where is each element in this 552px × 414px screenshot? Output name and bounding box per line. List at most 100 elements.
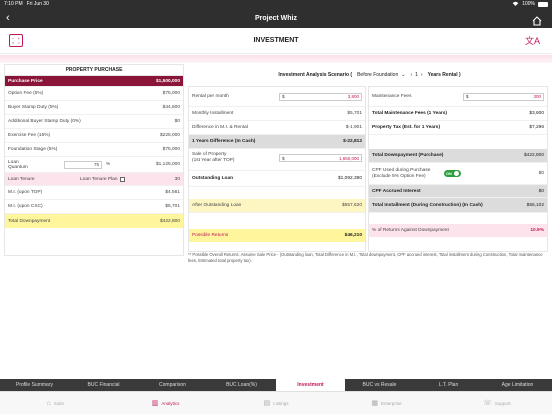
tab-comparison[interactable]: Comparison (159, 382, 186, 388)
total-maintenance-label: Total Maintenance Fees (1 Years) (372, 111, 448, 116)
tab-buc-financial[interactable]: BUC Financial (87, 382, 120, 388)
purchase-price-row[interactable]: Purchase Price $1,500,000 (5, 76, 183, 87)
tab-buc-loan[interactable]: BUC Loan(%) (226, 382, 257, 388)
chevron-left-icon: ‹ (410, 72, 413, 78)
bottom-nav-enterprise[interactable]: ▦ Enterprise (331, 392, 441, 414)
foundation-stage-label: Foundation Stage (5%) (8, 147, 58, 152)
years-dropdown[interactable]: ‹ 1 › (410, 72, 422, 78)
returns-pct-row: % of Returns Against Downpayment 10.9% (369, 224, 547, 237)
total-installment-row: Total Installment (During Construction) … (369, 198, 547, 213)
sale-label-group: Sale of Property (1st Year after TOP) (192, 152, 279, 164)
buyer-stamp-duty-value: $44,600 (162, 105, 180, 110)
property-purchase-panel: PROPERTY PURCHASE Purchase Price $1,500,… (4, 64, 184, 256)
page-header: − + × = INVESTMENT 文A (0, 28, 552, 54)
absd-label: Additional Buyer Stamp Duty (0%) (8, 119, 81, 124)
back-icon[interactable]: ‹ (6, 12, 10, 24)
bottom-nav-support[interactable]: ☏ Support (442, 392, 552, 414)
maintenance-label: Maintenance Fees (372, 94, 412, 99)
rental-currency: $ (281, 94, 285, 99)
possible-returns-label: Possible Returns (192, 233, 229, 238)
total-installment-label: Total Installment (During Construction) … (372, 202, 483, 208)
option-fee-value: $75,000 (162, 91, 180, 96)
bottom-nav-listings[interactable]: ▤ Listings (221, 392, 331, 414)
home-icon[interactable] (532, 13, 542, 26)
property-tax-row: Property Tax (Est. for 1 Years) $7,296 (369, 121, 547, 135)
tab-lt-plan[interactable]: L.T. Plan (438, 382, 459, 388)
purchase-price-label: Purchase Price (8, 78, 43, 84)
total-downpayment-purchase-row: Total Downpayment (Purchase) $422,800 (369, 149, 547, 163)
buyer-stamp-duty-label: Buyer Stamp Duty (5%) (8, 105, 59, 110)
tab-investment[interactable]: Investment (276, 379, 345, 391)
spacer (369, 135, 547, 149)
stage-value: Before Foundation (357, 72, 399, 78)
loan-quantum-value: $1,125,000 (155, 162, 180, 167)
returns-pct-label: % of Returns Against Downpayment (372, 228, 449, 233)
maintenance-value: 300 (533, 94, 541, 99)
support-icon: ☏ (483, 400, 492, 407)
foundation-stage-row: Foundation Stage (5%) $75,000 (5, 143, 183, 157)
monthly-installment-label: Monthly Installment (192, 111, 234, 116)
translate-icon[interactable]: 文A (524, 36, 540, 46)
loan-quantum-input[interactable]: 75 (64, 160, 102, 169)
bottom-nav-listings-label: Listings (273, 400, 289, 406)
total-maintenance-row: Total Maintenance Fees (1 Years) $3,600 (369, 107, 547, 121)
purchase-price-value: $1,500,000 (155, 78, 180, 84)
listings-icon: ▤ (263, 400, 271, 407)
app-title: Project Whiz (254, 14, 297, 22)
property-purchase-heading: PROPERTY PURCHASE (5, 65, 183, 76)
toggle-knob (453, 171, 459, 176)
stage-dropdown[interactable]: Before Foundation ⌄ (357, 72, 405, 78)
diff-mi-rental-label: Difference in M.I. & Rental (192, 125, 248, 130)
tab-buc-vs-resale[interactable]: BUC vs Resale (362, 382, 397, 388)
analytics-icon: ▥ (151, 400, 159, 407)
maintenance-input[interactable]: $ 300 (462, 92, 544, 101)
sale-label: Sale of Property (192, 152, 227, 157)
rental-input[interactable]: $ 3,800 (278, 92, 362, 101)
loan-tenure-value[interactable]: 30 (174, 176, 180, 182)
cpf-interest-value: $0 (538, 188, 544, 194)
scenario-selector: Investment Analysis Scenario ( Before Fo… (188, 67, 551, 83)
home-icon: ⌂ (46, 399, 51, 407)
sale-input[interactable]: $ 1,650,000 (278, 154, 362, 162)
bottom-nav-analytics-label: Analytics (161, 400, 180, 406)
option-fee-label: Option Fee (5%) (8, 91, 44, 96)
cpf-used-row: CPF Used during Purchase (Exclude 5% Opt… (369, 163, 547, 185)
sale-sublabel: (1st Year after TOP) (192, 158, 235, 163)
total-downpayment-purchase-label: Total Downpayment (Purchase) (372, 153, 444, 158)
diff-mi-rental-row: Difference in M.I. & Rental $-1,901 (189, 121, 365, 135)
bottom-nav-analytics[interactable]: ▥ Analytics (110, 392, 220, 414)
total-downpayment-value: $422,800 (159, 218, 180, 224)
bottom-nav-suite[interactable]: ⌂ Suite (0, 392, 110, 414)
spacer (369, 213, 547, 224)
scenario-suffix: Years Rental ) (427, 72, 461, 78)
calculator-icon[interactable]: − + × = (9, 34, 23, 47)
costs-panel: Maintenance Fees $ 300 Total Maintenance… (368, 86, 548, 252)
rental-analysis-panel: Rental per month $ 3,800 Monthly Install… (188, 86, 366, 252)
mi-top-row: M.I. (upon TOP) $4,561 (5, 186, 183, 200)
bottom-nav-support-label: Support (494, 400, 511, 406)
enterprise-icon: ▦ (371, 400, 378, 407)
tab-age-limitation[interactable]: Age Limitation (501, 382, 534, 388)
bottom-nav-enterprise-label: Enterprise (380, 400, 402, 406)
maintenance-row: Maintenance Fees $ 300 (369, 87, 547, 107)
status-date: Fri Jun 30 (26, 1, 49, 7)
outstanding-loan-value: $1,092,380 (337, 176, 362, 181)
nav-bar: ‹ Project Whiz (0, 8, 552, 28)
tab-profile-summary[interactable]: Profile Summary (16, 382, 53, 388)
loan-tenure-plan-checkbox[interactable] (119, 176, 125, 182)
total-downpayment-purchase-value: $422,800 (523, 153, 544, 158)
possible-returns-row: Possible Returns $46,210 (189, 229, 365, 242)
status-time: 7:10 PM (4, 1, 23, 7)
loan-quantum-row: Loan Quantum 75 % $1,125,000 (5, 157, 183, 173)
scenario-label: Investment Analysis Scenario ( (278, 72, 353, 78)
status-bar: 7:10 PM Fri Jun 30 100% (0, 0, 552, 8)
after-outstanding-row: After Outstanding Loan $557,620 (189, 199, 365, 213)
cpf-toggle[interactable]: ON (444, 170, 461, 177)
bottom-nav-suite-label: Suite (53, 400, 64, 406)
rental-value: 3,800 (347, 94, 359, 99)
battery-percent: 100% (522, 1, 535, 7)
after-outstanding-value: $557,620 (341, 203, 362, 208)
spacer (189, 187, 365, 199)
cpf-used-value: $0 (538, 171, 544, 176)
possible-returns-value: $46,210 (344, 233, 362, 238)
